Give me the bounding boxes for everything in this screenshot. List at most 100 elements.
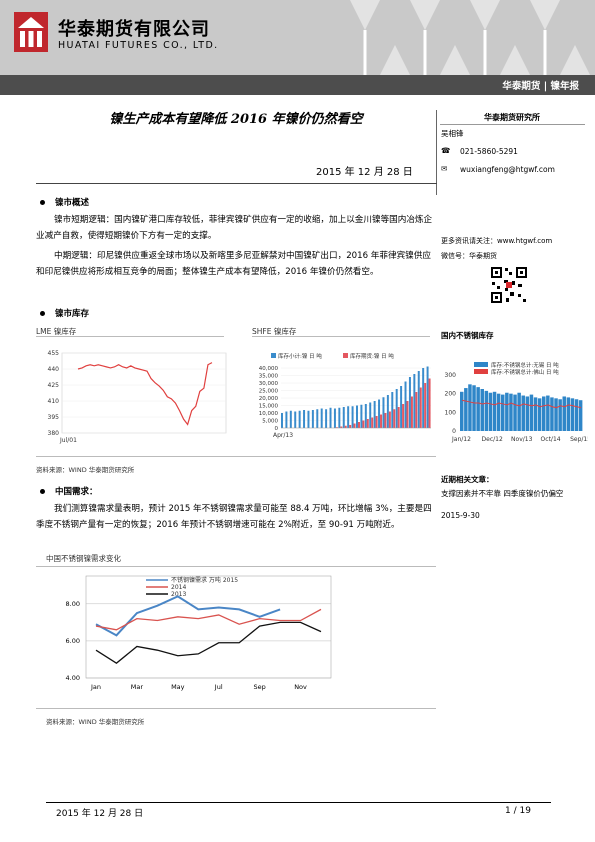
- y-tick-label: 6.00: [66, 637, 80, 645]
- bar: [289, 410, 292, 428]
- x-tick-label: Sep/15: [570, 436, 588, 443]
- y-tick-label: 380: [48, 430, 60, 437]
- series-line: [461, 399, 582, 409]
- bar: [382, 397, 385, 428]
- legend-label: 2013: [171, 591, 186, 598]
- bar: [366, 419, 369, 428]
- bar: [307, 410, 310, 428]
- series-line: [95, 621, 322, 664]
- bar: [574, 399, 579, 431]
- lme-chart-title: LME 镍库存: [36, 327, 77, 336]
- bar: [347, 406, 350, 428]
- company-name-en: HUATAI FUTURES CO., LTD.: [58, 40, 219, 51]
- bar: [303, 410, 306, 428]
- bar: [505, 392, 509, 431]
- bar: [501, 394, 505, 431]
- bar: [375, 416, 378, 428]
- company-name-cn: 华泰期货有限公司: [58, 19, 210, 40]
- bar: [460, 391, 464, 431]
- chart-rule: [252, 336, 430, 337]
- bar: [316, 409, 319, 428]
- bar: [472, 385, 476, 431]
- company-logo-icon: [14, 12, 48, 52]
- bar: [344, 425, 347, 428]
- x-tick-label: Sep: [254, 683, 266, 691]
- section-heading-overview: 镍市概述: [40, 196, 89, 208]
- related-article-link[interactable]: 支撑因素并不牢靠 四季度镍价仍偏空: [441, 489, 564, 498]
- bar: [408, 377, 411, 428]
- y-tick-label: 25,000: [259, 389, 279, 395]
- email-address[interactable]: wuxiangfeng@htgwf.com: [460, 165, 555, 174]
- bar: [362, 420, 365, 428]
- y-tick-label: 40,000: [259, 366, 279, 372]
- related-title: 近期相关文章：: [441, 475, 494, 484]
- bar: [426, 366, 429, 428]
- bar: [570, 398, 575, 431]
- bar: [349, 425, 352, 428]
- y-tick-label: 425: [48, 382, 60, 389]
- bar: [353, 423, 356, 428]
- y-tick-label: 4.00: [66, 674, 80, 682]
- chart-rule: [36, 708, 436, 709]
- legend-swatch: [474, 369, 488, 374]
- bar: [325, 409, 328, 428]
- title-divider: [436, 110, 437, 195]
- bar: [360, 404, 363, 428]
- bar: [378, 399, 381, 428]
- bar: [533, 397, 538, 431]
- bar: [509, 393, 513, 431]
- report-date: 2015 年 12 月 28 日: [316, 167, 413, 178]
- institute-name: 华泰期货研究所: [484, 113, 540, 122]
- plot-frame: [61, 352, 227, 434]
- y-tick-label: 440: [48, 366, 60, 373]
- bar: [488, 392, 493, 431]
- bar: [386, 395, 389, 428]
- footer-rule: [46, 802, 551, 803]
- bar: [521, 395, 525, 431]
- bar: [542, 396, 546, 431]
- bullet-icon: [40, 311, 45, 316]
- bar: [357, 422, 360, 428]
- bar: [566, 397, 571, 431]
- bar: [484, 390, 489, 431]
- y-tick-label: 455: [48, 350, 60, 357]
- y-tick-label: 20,000: [259, 396, 279, 402]
- y-tick-label: 100: [445, 409, 457, 416]
- y-tick-label: 15,000: [259, 404, 279, 410]
- y-tick-label: 5,000: [262, 419, 278, 425]
- bar: [340, 426, 343, 428]
- bar: [417, 371, 420, 428]
- shfe-chart-title: SHFE 镍库存: [252, 327, 297, 336]
- bar: [513, 394, 517, 431]
- legend-label: 库存小计:镍 日 吨: [278, 352, 322, 360]
- bar: [380, 414, 383, 428]
- bar: [335, 427, 338, 428]
- x-tick-label: Nov/13: [511, 436, 533, 443]
- x-tick-label: Mar: [131, 683, 144, 691]
- series-line: [95, 608, 322, 631]
- overview-paragraph-mid: 中期逻辑：印尼镍供应重返全球市场以及新喀里多尼亚解禁对中国镍矿出口，2016 年…: [36, 251, 431, 277]
- chart-rule: [36, 336, 224, 337]
- bar: [562, 396, 566, 431]
- report-tag: 华泰期货 | 镍年报: [502, 81, 579, 92]
- bar: [281, 413, 283, 428]
- bar: [415, 392, 418, 428]
- bar: [410, 396, 413, 428]
- bar: [578, 400, 583, 431]
- bar: [351, 406, 354, 428]
- sidebar-chart-title: 国内不锈钢库存: [441, 331, 494, 340]
- legend-label: 2014: [171, 584, 186, 591]
- bar: [294, 411, 297, 428]
- bar: [476, 387, 480, 431]
- bar: [402, 404, 405, 428]
- footer-date: 2015 年 12 月 28 日: [56, 809, 144, 819]
- legend-swatch: [271, 353, 276, 358]
- phone-icon: ☎: [441, 146, 451, 155]
- y-tick-label: 300: [445, 372, 457, 379]
- wechat-id: 微信号：华泰期货: [441, 252, 497, 260]
- legend-label: 库存期货:镍 日 吨: [350, 352, 394, 360]
- y-tick-label: 410: [48, 398, 60, 405]
- y-tick-label: 10,000: [259, 411, 279, 417]
